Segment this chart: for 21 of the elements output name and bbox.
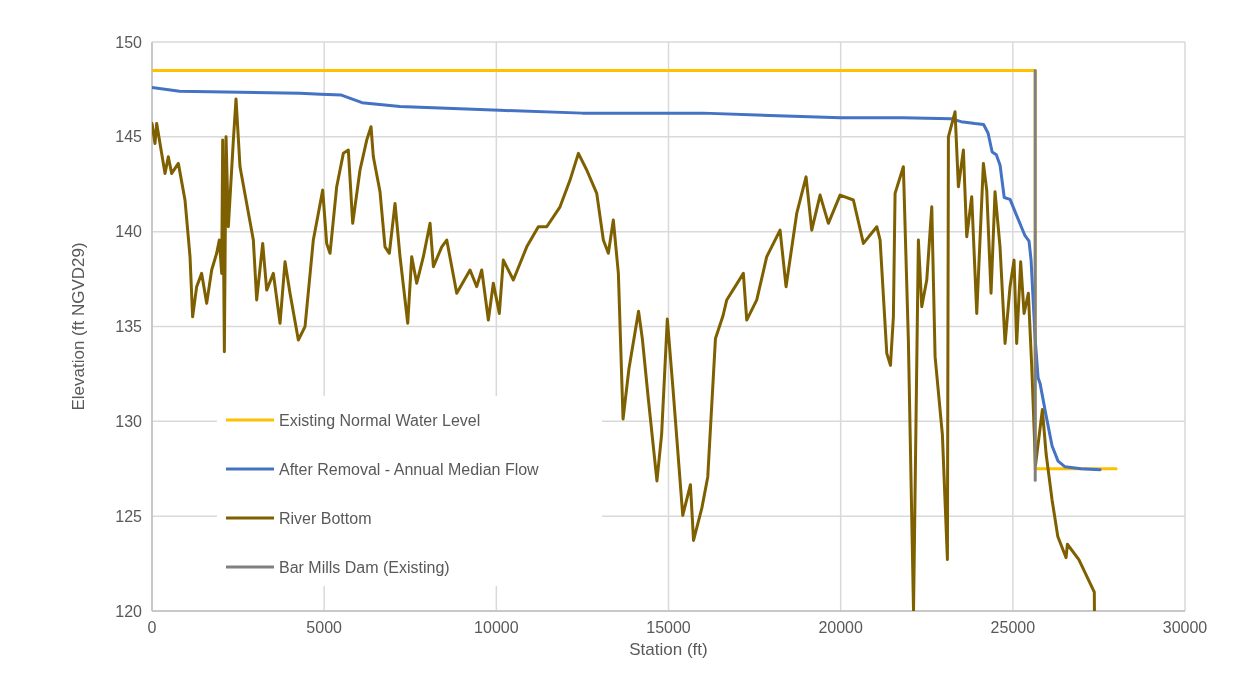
legend-label: After Removal - Annual Median Flow	[279, 460, 540, 478]
x-tick-label: 30000	[1162, 619, 1208, 636]
y-tick-label: 130	[115, 412, 143, 430]
x-tick-label: 0	[147, 619, 157, 636]
x-tick-label: 25000	[990, 619, 1036, 636]
legend-label: Existing Normal Water Level	[279, 411, 481, 429]
y-tick-label: 145	[115, 128, 143, 146]
y-tick-label: 125	[115, 507, 143, 525]
y-tick-label: 140	[115, 223, 143, 241]
x-tick-label: 10000	[474, 619, 519, 636]
line-series	[152, 97, 1096, 611]
x-axis-title: Station (ft)	[629, 640, 708, 659]
legend-label: Bar Mills Dam (Existing)	[279, 558, 450, 576]
y-tick-label: 135	[115, 318, 143, 336]
legend-label: River Bottom	[279, 509, 372, 527]
y-tick-label: 150	[115, 33, 143, 51]
x-tick-label: 15000	[646, 619, 691, 636]
x-tick-label: 20000	[818, 619, 864, 636]
y-tick-label: 120	[115, 602, 143, 620]
x-tick-label: 5000	[306, 619, 343, 636]
y-axis-title: Elevation (ft NGVD29)	[69, 242, 88, 411]
